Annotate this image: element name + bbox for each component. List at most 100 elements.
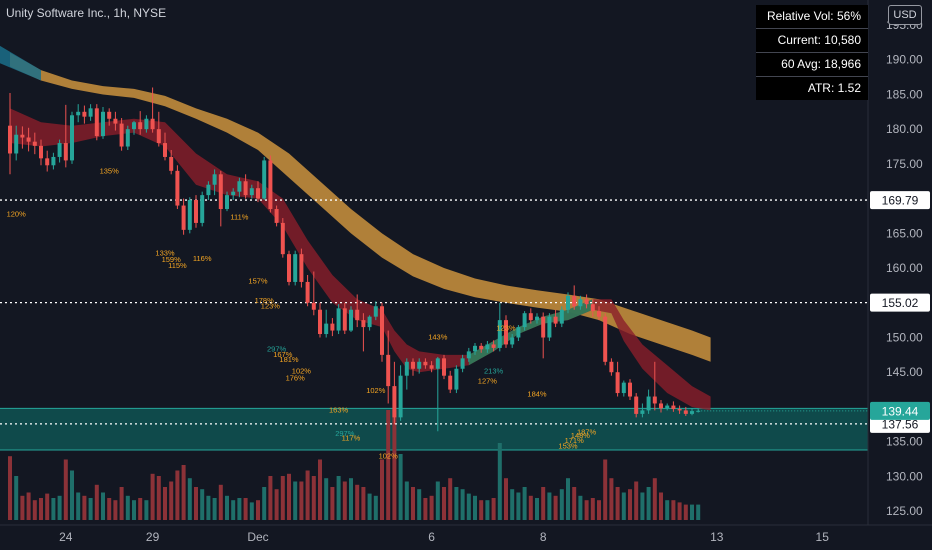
volume-bar (330, 487, 335, 520)
y-tick-label: 175.00 (886, 157, 923, 171)
candle-body (237, 181, 242, 192)
candle-body (206, 184, 211, 196)
volume-bar (696, 504, 701, 520)
candle-body (336, 308, 341, 331)
volume-bar (311, 476, 316, 520)
volume-bar (336, 476, 341, 520)
candle-body (522, 313, 527, 328)
currency-button[interactable]: USD (888, 5, 922, 25)
candle-body (690, 411, 694, 414)
candle-body (249, 188, 254, 196)
volume-bar (380, 459, 384, 520)
candle-body (683, 410, 688, 414)
candle-body (541, 316, 546, 338)
candle-body (70, 115, 74, 161)
volume-annotation: 171% (565, 436, 585, 445)
candle-body (76, 111, 81, 116)
volume-bar (181, 465, 186, 520)
volume-annotation: 184% (527, 390, 547, 399)
candle-body (280, 222, 285, 255)
candle-body (324, 323, 329, 335)
candle-body (640, 410, 645, 414)
candle-body (342, 308, 347, 331)
volume-bar (39, 498, 43, 520)
support-zone (0, 408, 868, 450)
volume-annotation: 123% (261, 301, 281, 310)
x-tick-label: Dec (247, 530, 268, 544)
volume-bar (138, 498, 143, 520)
candle-body (51, 156, 56, 166)
volume-bar (119, 487, 124, 520)
x-tick-label: 8 (540, 530, 547, 544)
candle-body (311, 302, 316, 310)
candle-body (113, 118, 118, 124)
candle-body (181, 205, 186, 230)
price-level-label: 137.56 (882, 417, 919, 431)
candle-body (659, 403, 663, 409)
candle-body (380, 306, 384, 355)
volume-annotation: 117% (342, 433, 361, 442)
volume-annotation: 111% (230, 212, 248, 221)
candle-body (392, 386, 397, 418)
volume-annotation: 133% (155, 249, 175, 258)
stats-panel: Relative Vol: 56% Current: 10,580 60 Avg… (756, 5, 868, 100)
candle-body (454, 368, 459, 390)
volume-bar (640, 492, 645, 520)
candle-body (553, 316, 558, 324)
volume-bar (8, 456, 12, 520)
candle-body (497, 320, 502, 348)
volume-bar (584, 500, 589, 520)
candle-body (628, 382, 632, 397)
candle-body (349, 309, 353, 331)
volume-annotation: 176% (286, 374, 306, 383)
candle-body (200, 195, 205, 223)
price-axis (868, 0, 932, 550)
candle-body (615, 372, 620, 394)
candle-body (578, 299, 583, 307)
candle-body (45, 158, 50, 166)
volume-bar (646, 487, 651, 520)
volume-annotation: 178% (255, 296, 275, 305)
volume-bar (14, 476, 19, 520)
candle-body (386, 354, 391, 387)
volume-bar (454, 487, 459, 520)
volume-bar (280, 476, 285, 520)
price-level-label: 169.79 (882, 194, 919, 208)
candle-body (404, 361, 409, 376)
volume-annotation: 213% (484, 367, 504, 376)
volume-bar (683, 504, 688, 520)
volume-annotation: 187% (577, 428, 597, 437)
volume-bar (76, 492, 81, 520)
candle-body (603, 316, 608, 362)
candle-body (535, 316, 539, 321)
y-tick-label: 165.00 (886, 226, 923, 240)
volume-bar (572, 487, 577, 520)
ema-ribbon-fast (10, 108, 711, 411)
volume-bar (26, 492, 31, 520)
ema-ribbon-slow-start (0, 45, 41, 81)
current-price-label: 139.44 (882, 404, 919, 418)
volume-bar (423, 498, 428, 520)
y-tick-label: 160.00 (886, 261, 923, 275)
candle-body (299, 254, 304, 282)
volume-bar (51, 498, 56, 520)
volume-bar (497, 443, 502, 520)
volume-bar (621, 492, 626, 520)
candle-body (485, 344, 490, 350)
y-tick-label: 180.00 (886, 122, 923, 136)
x-tick-label: 6 (428, 530, 435, 544)
volume-bar (318, 459, 322, 520)
candle-body (150, 118, 155, 130)
candle-body (665, 405, 670, 409)
current-price-label-box (870, 401, 930, 420)
candle-body (88, 108, 93, 117)
volume-bar (677, 502, 682, 520)
volume-bar (547, 492, 552, 520)
volume-bar (299, 481, 304, 520)
x-tick-label: 29 (146, 530, 160, 544)
candle-body (411, 361, 415, 369)
volume-bar (169, 481, 174, 520)
price-level-label: 155.02 (882, 296, 919, 310)
volume-annotation: 116% (193, 254, 212, 263)
volume-bar (504, 478, 508, 520)
